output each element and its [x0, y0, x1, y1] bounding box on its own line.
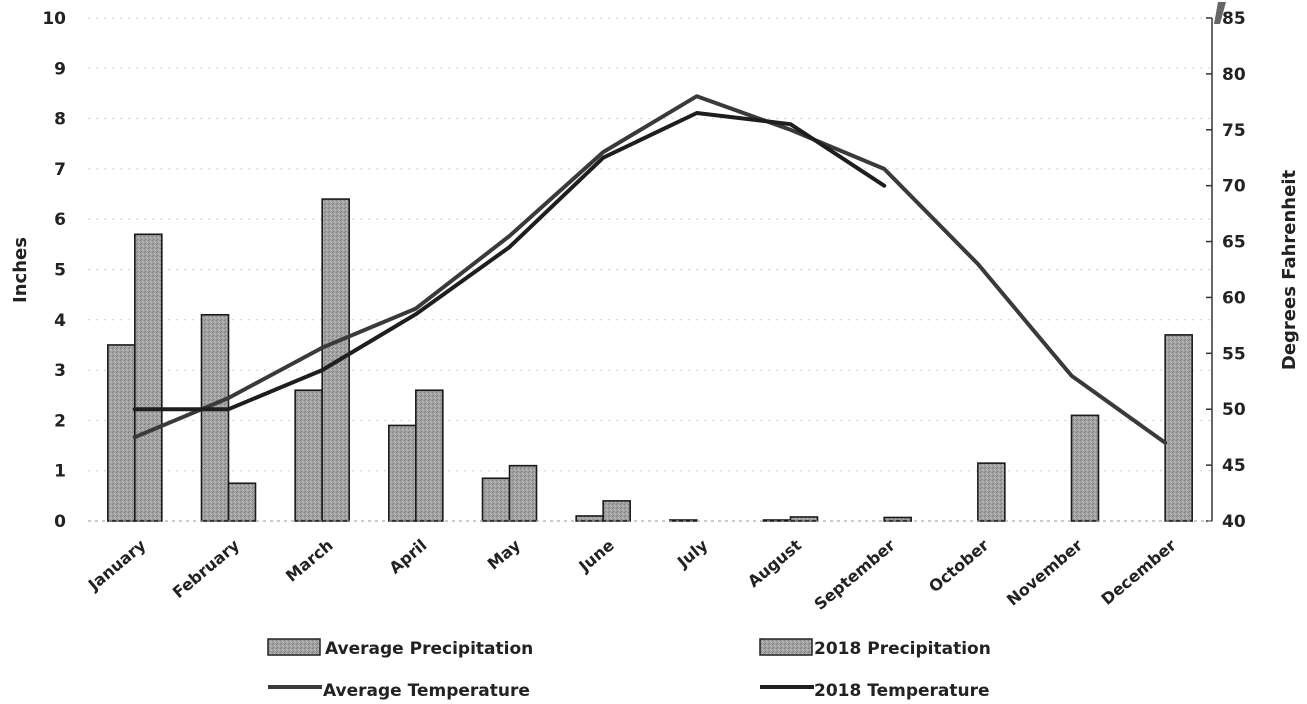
legend-label-average-precipitation: Average Precipitation	[325, 639, 533, 659]
line-2018-temperature	[132, 111, 887, 412]
legend-swatch-2018-precipitation	[759, 638, 813, 656]
axis-corner-mark	[1214, 2, 1226, 24]
right-tick-45: 45	[1222, 456, 1246, 476]
x-axis: January February March April May June July Augu…	[84, 520, 1212, 614]
legend-item-average-temperature: Average Temperature	[268, 681, 530, 701]
left-tick-4: 4	[54, 311, 66, 331]
left-tick-6: 6	[54, 210, 66, 230]
bar-2018-precipitation-february	[227, 482, 257, 522]
bar-average-precipitation-january	[107, 344, 136, 522]
bar-average-precipitation-february	[200, 313, 230, 522]
x-tick-november: November	[1003, 535, 1086, 609]
legend: Average Precipitation 2018 Precipitation…	[267, 638, 991, 701]
right-tick-70: 70	[1222, 177, 1246, 197]
line-series-group	[132, 94, 1168, 445]
left-tick-7: 7	[54, 160, 66, 180]
bar-series-group	[107, 198, 1193, 522]
right-tick-75: 75	[1222, 121, 1246, 141]
bar-2018-precipitation-june	[602, 500, 631, 522]
x-tick-february: February	[169, 535, 244, 602]
x-tick-june: June	[574, 535, 617, 576]
legend-label-average-temperature: Average Temperature	[323, 681, 530, 701]
line-average-temperature	[132, 94, 1168, 445]
bar-2018-precipitation-january	[134, 233, 163, 522]
bar-average-precipitation-june	[575, 515, 604, 522]
x-tick-september: September	[811, 535, 899, 613]
left-tick-0: 0	[54, 512, 66, 532]
legend-label-2018-precipitation: 2018 Precipitation	[814, 639, 991, 659]
left-y-axis: 0 1 2 3 4 5 6 7 8 9 10	[42, 9, 66, 532]
bar-2018-precipitation-may	[508, 464, 538, 522]
legend-label-2018-temperature: 2018 Temperature	[814, 681, 990, 701]
right-tick-40: 40	[1222, 512, 1246, 532]
legend-item-average-precipitation: Average Precipitation	[267, 638, 533, 659]
right-tick-60: 60	[1222, 288, 1246, 308]
x-tick-july: July	[673, 535, 712, 572]
left-tick-1: 1	[54, 462, 66, 482]
legend-swatch-average-precipitation	[267, 638, 321, 656]
x-tick-march: March	[282, 536, 337, 586]
bar-2018-precipitation-november	[1070, 414, 1100, 522]
right-tick-65: 65	[1222, 233, 1246, 253]
x-tick-october: October	[925, 535, 992, 596]
bar-2018-precipitation-april	[415, 389, 444, 522]
bar-2018-precipitation-august	[789, 516, 819, 522]
legend-item-2018-temperature: 2018 Temperature	[760, 681, 990, 701]
right-tick-85: 85	[1222, 9, 1246, 29]
right-tick-50: 50	[1222, 400, 1246, 420]
x-tick-may: May	[484, 535, 525, 573]
bar-average-precipitation-april	[388, 424, 417, 522]
right-axis-title: Degrees Fahrenheit	[1279, 170, 1300, 371]
right-tick-55: 55	[1222, 344, 1246, 364]
left-tick-5: 5	[54, 261, 66, 281]
left-tick-2: 2	[54, 411, 66, 431]
x-tick-april: April	[385, 536, 430, 578]
left-tick-8: 8	[54, 110, 66, 130]
bar-average-precipitation-may	[481, 477, 511, 522]
x-tick-december: December	[1098, 535, 1180, 608]
left-tick-3: 3	[54, 361, 66, 381]
left-axis-title: Inches	[10, 237, 31, 303]
right-y-axis: 40 45 50 55 60 65 70 75 80 85	[1206, 2, 1246, 532]
left-tick-9: 9	[54, 59, 66, 79]
right-tick-80: 80	[1222, 65, 1246, 85]
x-tick-august: August	[744, 535, 805, 591]
bar-2018-precipitation-october	[977, 462, 1006, 522]
left-tick-10: 10	[42, 9, 66, 29]
gridlines	[88, 17, 1212, 472]
bar-2018-precipitation-december	[1164, 334, 1193, 522]
x-tick-january: January	[84, 535, 150, 595]
bar-2018-precipitation-september	[883, 516, 912, 522]
legend-item-2018-precipitation: 2018 Precipitation	[759, 638, 991, 659]
bar-average-precipitation-march	[294, 389, 323, 522]
